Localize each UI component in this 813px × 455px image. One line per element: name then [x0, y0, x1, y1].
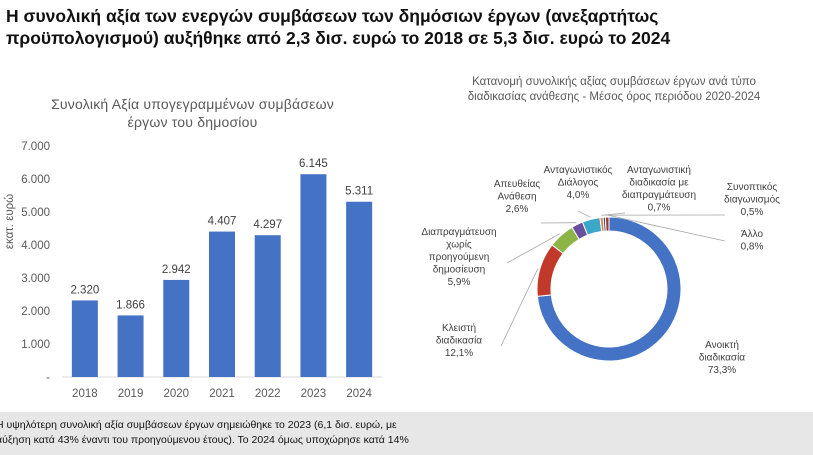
bar-value-label: 5.311	[345, 186, 373, 198]
donut-chart: Ανοικτήδιαδικασία73,3%Κλειστήδιαδικασία1…	[421, 164, 780, 376]
slice-value-label: 73,3%	[708, 365, 736, 376]
donut-chart-title: Κατανομή συνολικής αξίας συμβάσεων έργων…	[415, 75, 813, 105]
y-tick-label: 5.000	[21, 207, 50, 219]
slice-name-label: προηγούμενη	[429, 251, 490, 263]
footnote-line-2: αύξηση κατά 43% έναντι του προηγούμενου …	[0, 434, 409, 446]
x-tick-label: 2022	[255, 388, 281, 400]
bar-value-label: 4.407	[208, 216, 237, 228]
x-tick-label: 2020	[163, 388, 189, 400]
slice-name-label: Ανταγωνιστική	[627, 164, 691, 176]
bar-value-label: 2.320	[70, 284, 99, 296]
slice-value-label: 5,9%	[448, 277, 471, 288]
slice-name-label: Συνοπτικός	[727, 181, 778, 193]
bar-chart-panel: Συνολική Αξία υπογεγραμμένων συμβάσεων έ…	[0, 90, 400, 415]
x-tick-label: 2019	[118, 388, 144, 400]
donut-slice	[604, 216, 610, 232]
slice-name-label: διαδικασία	[436, 335, 482, 347]
y-tick-label: 2.000	[21, 306, 50, 318]
x-tick-label: 2018	[72, 388, 98, 400]
leader-line	[500, 268, 539, 347]
slice-value-label: 0,7%	[648, 203, 671, 214]
y-tick-label: 7.000	[21, 141, 50, 153]
y-tick-label: 4.000	[21, 240, 50, 252]
bar-value-label: 6.145	[299, 158, 328, 170]
donut-chart-title-line-1: Κατανομή συνολικής αξίας συμβάσεων έργων…	[472, 76, 756, 88]
slice-name-label: διαγωνισμός	[724, 194, 780, 206]
x-tick-label: 2024	[346, 388, 372, 400]
slice-value-label: 0,5%	[741, 207, 764, 218]
donut-slice	[536, 244, 564, 297]
slice-name-label: διαδικασία με	[629, 177, 689, 189]
slice-name-label: διαδικασία	[699, 352, 745, 364]
bar	[117, 315, 144, 377]
bar-chart: - 1.000 2.000 3.000 4.000 5.000 6.000 7.000 εκατ…	[4, 141, 382, 400]
y-tick-label: 6.000	[21, 174, 50, 186]
slice-name-label: δημοσίευση	[433, 264, 486, 276]
bar	[254, 235, 281, 377]
x-tick-label: 2023	[301, 388, 327, 400]
slice-name-label: Ανταγωνιστικός	[544, 164, 613, 176]
bar	[209, 231, 235, 377]
headline-line-2: προϋπολογισμού) αυξήθηκε από 2,3 δισ. ευ…	[6, 28, 671, 48]
slice-value-label: 2,6%	[506, 204, 529, 215]
x-tick-label: 2021	[209, 388, 235, 400]
slice-label: Διαπραγμάτευσηχωρίςπροηγούμενηδημοσίευση…	[421, 226, 496, 288]
bar	[163, 279, 190, 377]
y-tick-label: 1.000	[21, 339, 50, 351]
bar-chart-title: Συνολική Αξία υπογεγραμμένων συμβάσεων έ…	[0, 95, 385, 131]
slice-name-label: χωρίς	[446, 239, 472, 251]
donut-chart-panel: Κατανομή συνολικής αξίας συμβάσεων έργων…	[415, 75, 813, 445]
bar-value-label: 2.942	[162, 264, 191, 276]
donut-chart-title-line-2: διαδικασίας ανάθεσης - Μέσος όρος περιόδ…	[467, 91, 761, 103]
slice-name-label: Ανοικτή	[705, 339, 739, 351]
slice-name-label: Κλειστή	[442, 322, 476, 334]
y-tick-label: 3.000	[21, 273, 50, 285]
leader-line	[607, 214, 726, 242]
slice-value-label: 0,8%	[741, 242, 764, 253]
leader-line	[506, 233, 561, 264]
bar-chart-title-line-2: έργων του δημοσίου	[127, 114, 258, 130]
slice-name-label: Διάλογος	[558, 177, 599, 189]
y-tick-label: -	[46, 372, 50, 384]
slice-value-label: 12,1%	[445, 348, 473, 359]
bar-chart-title-line-1: Συνολική Αξία υπογεγραμμένων συμβάσεων	[51, 96, 334, 112]
slice-value-label: 4,0%	[567, 190, 590, 201]
page-headline: Η συνολική αξία των ενεργών συμβάσεων τω…	[6, 5, 806, 49]
headline-line-1: Η συνολική αξία των ενεργών συμβάσεων τω…	[6, 6, 659, 26]
slice-name-label: Διαπραγμάτευση	[421, 226, 496, 238]
slice-name-label: Άλλο	[741, 229, 764, 240]
bar	[300, 174, 327, 377]
slice-name-label: διαπραγμάτευση	[622, 189, 696, 201]
slice-label: Άλλο 0,8%	[741, 229, 764, 253]
slice-name-label: Απευθείας	[494, 178, 541, 190]
footnote-line-1: Η υψηλότερη συνολική αξία συμβάσεων έργω…	[0, 419, 397, 431]
footnote-box: Η υψηλότερη συνολική αξία συμβάσεων έργω…	[0, 412, 813, 455]
slice-name-label: Ανάθεση	[497, 191, 536, 203]
bar-value-label: 4.297	[253, 219, 282, 231]
y-axis-label: εκατ. ευρώ	[4, 194, 16, 249]
bar	[71, 300, 98, 377]
bar-value-label: 1.866	[116, 299, 145, 311]
leader-line	[577, 210, 591, 218]
bar	[346, 201, 373, 377]
